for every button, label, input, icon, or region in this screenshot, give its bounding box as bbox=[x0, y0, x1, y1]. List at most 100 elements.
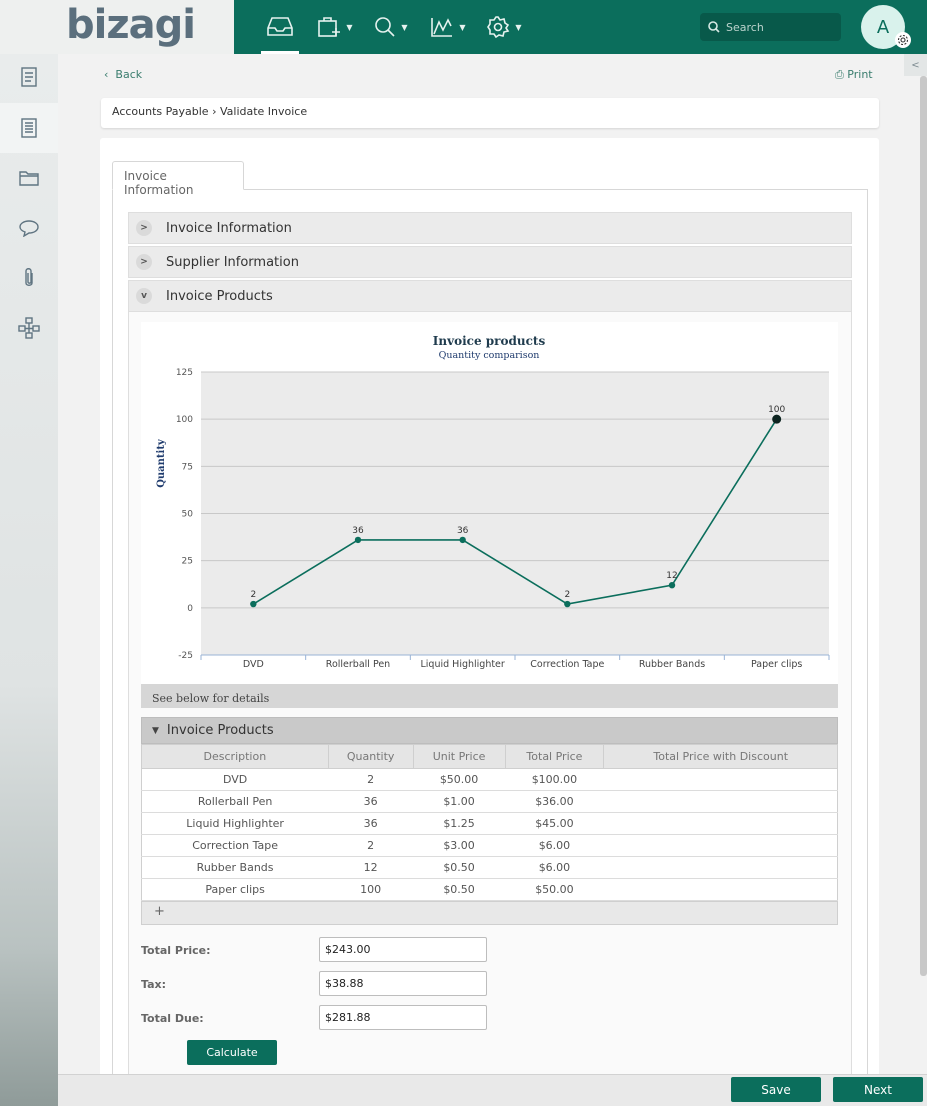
cell-description: Rollerball Pen bbox=[141, 790, 329, 813]
column-header[interactable]: Description bbox=[141, 744, 329, 769]
search-icon bbox=[375, 17, 395, 37]
cell-unit-price: $50.00 bbox=[413, 768, 505, 791]
data-label: 36 bbox=[352, 526, 364, 536]
series-line bbox=[252, 418, 778, 605]
sidebar-item-document[interactable] bbox=[0, 103, 58, 153]
attachment-icon bbox=[25, 268, 33, 286]
data-label: 36 bbox=[457, 526, 469, 536]
search-box[interactable] bbox=[700, 13, 841, 41]
comment-icon bbox=[19, 220, 39, 237]
next-button[interactable]: Next bbox=[833, 1077, 923, 1102]
cell-total-price: $36.00 bbox=[505, 790, 604, 813]
x-tick-label: Liquid Highlighter bbox=[421, 659, 505, 670]
sidebar-item-folder[interactable] bbox=[0, 153, 58, 203]
total-due-field[interactable] bbox=[319, 1005, 487, 1030]
tab-invoice-information[interactable]: Invoice Information bbox=[112, 161, 244, 197]
data-point bbox=[354, 536, 362, 544]
analytics-icon bbox=[431, 18, 453, 37]
data-point bbox=[772, 414, 782, 424]
printer-icon: ⎙ bbox=[835, 68, 848, 81]
chart-title: Invoice products bbox=[433, 334, 546, 348]
accordion-title: Supplier Information bbox=[166, 254, 299, 270]
cell-quantity: 100 bbox=[328, 878, 414, 901]
y-tick-label: 125 bbox=[176, 368, 193, 378]
cell-total-price: $6.00 bbox=[505, 834, 604, 857]
column-header[interactable]: Quantity bbox=[327, 744, 414, 769]
table-row[interactable]: Correction Tape 2 $3.00 $6.00 bbox=[141, 834, 838, 857]
analytics-nav-button[interactable]: ▼ bbox=[428, 0, 468, 54]
sidebar-item-form[interactable] bbox=[0, 52, 58, 102]
cell-unit-price: $0.50 bbox=[413, 856, 505, 879]
right-panel-toggle[interactable]: < bbox=[904, 54, 927, 76]
cell-total-price: $6.00 bbox=[505, 856, 604, 879]
accordion-invoice-information[interactable]: > Invoice Information bbox=[128, 212, 852, 244]
chevron-right-icon: > bbox=[136, 220, 152, 236]
form-icon bbox=[21, 67, 37, 87]
chevron-down-icon: ▼ bbox=[515, 22, 522, 32]
x-tick-label: Rollerball Pen bbox=[326, 659, 390, 670]
column-header[interactable]: Total Price bbox=[504, 744, 605, 769]
save-button[interactable]: Save bbox=[731, 1077, 821, 1102]
y-axis-label: Quantity bbox=[156, 438, 167, 488]
chart-subtitle: Quantity comparison bbox=[439, 350, 540, 361]
cell-quantity: 2 bbox=[328, 768, 414, 791]
sidebar-item-attachments[interactable] bbox=[0, 253, 58, 303]
table-row[interactable]: Liquid Highlighter 36 $1.25 $45.00 bbox=[141, 812, 838, 835]
cell-quantity: 2 bbox=[328, 834, 414, 857]
total-price-field[interactable] bbox=[319, 937, 487, 962]
new-case-nav-button[interactable]: ▼ bbox=[314, 0, 356, 54]
back-link[interactable]: ‹ Back bbox=[104, 68, 142, 81]
tax-field[interactable] bbox=[319, 971, 487, 996]
accordion-invoice-products[interactable]: v Invoice Products bbox=[128, 280, 852, 312]
table-row[interactable]: Paper clips 100 $0.50 $50.00 bbox=[141, 878, 838, 901]
cell-unit-price: $1.25 bbox=[413, 812, 505, 835]
sidebar-item-process-map[interactable] bbox=[0, 303, 58, 353]
total-due-label: Total Due: bbox=[141, 1012, 204, 1025]
inbox-nav-button[interactable] bbox=[261, 0, 299, 54]
y-tick-label: 75 bbox=[182, 462, 193, 472]
search-nav-button[interactable]: ▼ bbox=[372, 0, 410, 54]
cell-unit-price: $3.00 bbox=[413, 834, 505, 857]
avatar-settings-icon[interactable] bbox=[895, 32, 911, 48]
x-tick-label: Rubber Bands bbox=[639, 659, 705, 670]
calculate-button[interactable]: Calculate bbox=[187, 1040, 277, 1065]
grid-header[interactable]: ▼ Invoice Products bbox=[141, 717, 838, 744]
chevron-down-icon: ▼ bbox=[152, 725, 159, 736]
line-chart: 125 100 75 50 25 0 -25 DVD Rollerball Pen Liquid … bbox=[156, 334, 830, 670]
y-tick-label: -25 bbox=[178, 651, 193, 661]
cell-total-discount bbox=[603, 768, 838, 791]
cell-quantity: 36 bbox=[328, 790, 414, 813]
print-label: Print bbox=[847, 68, 873, 81]
y-tick-label: 0 bbox=[187, 604, 193, 614]
tax-label: Tax: bbox=[141, 978, 167, 991]
process-map-icon bbox=[18, 317, 40, 339]
table-row[interactable]: Rollerball Pen 36 $1.00 $36.00 bbox=[141, 790, 838, 813]
cell-total-discount bbox=[603, 812, 838, 835]
add-row-button[interactable]: + bbox=[141, 901, 838, 925]
chevron-left-icon: < bbox=[911, 59, 920, 71]
back-label: Back bbox=[115, 68, 143, 81]
cell-unit-price: $1.00 bbox=[413, 790, 505, 813]
search-input[interactable] bbox=[726, 20, 826, 34]
grid-title: Invoice Products bbox=[166, 723, 274, 738]
scrollbar[interactable] bbox=[920, 76, 927, 976]
data-point bbox=[668, 581, 676, 589]
cell-quantity: 12 bbox=[328, 856, 414, 879]
column-header[interactable]: Unit Price bbox=[412, 744, 506, 769]
left-sidebar bbox=[0, 54, 58, 1106]
table-row[interactable]: Rubber Bands 12 $0.50 $6.00 bbox=[141, 856, 838, 879]
inbox-icon bbox=[267, 16, 293, 36]
chevron-down-icon: v bbox=[136, 288, 152, 304]
cell-unit-price: $0.50 bbox=[413, 878, 505, 901]
accordion-supplier-information[interactable]: > Supplier Information bbox=[128, 246, 852, 278]
print-link[interactable]: ⎙ Print bbox=[835, 68, 873, 82]
cell-total-discount bbox=[603, 856, 838, 879]
sidebar-item-comments[interactable] bbox=[0, 203, 58, 253]
column-header[interactable]: Total Price with Discount bbox=[603, 744, 838, 769]
table-row[interactable]: DVD 2 $50.00 $100.00 bbox=[141, 768, 838, 791]
settings-nav-button[interactable]: ▼ bbox=[484, 0, 524, 54]
chevron-down-icon: ▼ bbox=[459, 22, 466, 32]
bizagi-logo: bizagi bbox=[66, 2, 196, 48]
data-label: 12 bbox=[666, 571, 677, 581]
cell-total-price: $45.00 bbox=[505, 812, 604, 835]
